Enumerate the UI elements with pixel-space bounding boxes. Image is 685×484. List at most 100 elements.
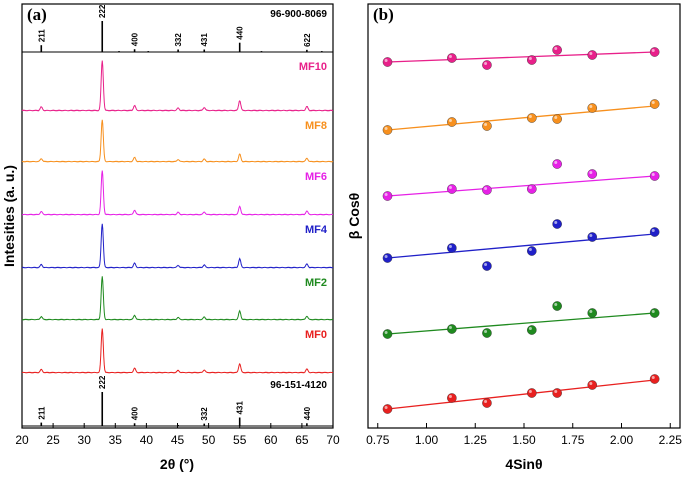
data-point (552, 114, 562, 124)
xrd-series-MF8: MF8 (21, 119, 334, 163)
data-point-highlight (484, 123, 488, 126)
series-name: MF0 (305, 329, 327, 341)
data-point (447, 324, 457, 334)
wh-series-2 (382, 159, 660, 201)
series-name: MF8 (305, 120, 327, 132)
data-point-highlight (554, 221, 558, 224)
data-point (482, 60, 492, 70)
data-point-highlight (448, 245, 452, 248)
data-point (382, 125, 393, 135)
wh-series-4 (382, 301, 660, 339)
data-point (447, 243, 457, 253)
linear-fit-line (387, 51, 655, 63)
wh-series-3 (382, 219, 660, 271)
data-point-highlight (528, 57, 532, 60)
data-point (587, 308, 598, 318)
data-point-highlight (448, 119, 452, 122)
peak-label: 222 (98, 375, 107, 389)
data-point-highlight (448, 55, 452, 58)
series-name: MF2 (305, 277, 327, 289)
wh-series-5 (382, 374, 660, 414)
data-point (382, 329, 393, 339)
wh-panel-label: (b) (373, 5, 394, 24)
data-point-highlight (384, 127, 388, 130)
data-point-highlight (651, 173, 655, 176)
wh-series-1 (382, 99, 660, 135)
williamson-hall-panel: (b) 0.75 1.00 1.25 1.50 1.75 2.00 2.25 4Sinθ β… (346, 3, 683, 472)
data-point-highlight (651, 229, 655, 232)
xrd-series-MF0: MF0 (21, 328, 334, 374)
xrd-panel-label: (a) (27, 5, 47, 24)
xrd-series-group: 211 222 400 332 431 440 622 96-900-8069 MF10 MF8 M… (21, 4, 334, 427)
data-point-highlight (554, 161, 558, 164)
x-tick-label: 30 (78, 433, 92, 447)
data-point (649, 99, 660, 109)
x-tick-label: 1.00 (415, 433, 439, 447)
data-point-highlight (448, 326, 452, 329)
x-tick-label: 65 (295, 433, 309, 447)
linear-fit-line (387, 379, 655, 410)
xrd-series-MF2: MF2 (21, 276, 334, 321)
data-point (527, 325, 537, 335)
peak-label: 332 (174, 33, 183, 47)
data-point (649, 171, 660, 181)
wh-y-axis-title: β Cosθ (346, 193, 362, 239)
data-point (587, 169, 598, 179)
x-tick-label: 55 (233, 433, 247, 447)
x-tick-label: 1.25 (464, 433, 488, 447)
x-tick-label: 25 (46, 433, 60, 447)
xrd-pattern-line (21, 276, 334, 321)
peak-label: 440 (236, 26, 245, 40)
peak-label: 431 (200, 33, 209, 47)
data-point (649, 227, 660, 237)
peak-label: 211 (37, 406, 46, 419)
data-point (482, 328, 492, 338)
data-point-highlight (651, 376, 655, 379)
linear-fit-line (387, 105, 655, 131)
x-tick-label: 45 (171, 433, 185, 447)
data-point-highlight (651, 49, 655, 52)
xrd-x-axis-title: 2θ (°) (160, 456, 194, 472)
data-point (587, 380, 598, 390)
data-point-highlight (651, 310, 655, 313)
reference-name: 96-151-4120 (270, 380, 327, 391)
x-tick-label: 70 (326, 433, 340, 447)
x-tick-label: 0.75 (366, 433, 390, 447)
wh-series-group (382, 45, 660, 414)
series-name: MF10 (299, 61, 327, 73)
wh-x-axis-title: 4Sinθ (505, 456, 542, 472)
data-point (382, 253, 393, 263)
data-point-highlight (528, 248, 532, 251)
peak-label: 211 (37, 29, 46, 42)
peak-label: 440 (303, 406, 312, 420)
data-point-highlight (528, 327, 532, 330)
data-point (649, 47, 660, 57)
data-point (382, 57, 393, 67)
data-point-highlight (384, 331, 388, 334)
x-tick-label: 2.00 (610, 433, 634, 447)
data-point-highlight (484, 187, 488, 190)
data-point-highlight (484, 263, 488, 266)
data-point (552, 301, 562, 311)
reference-name: 96-900-8069 (270, 9, 327, 20)
data-point (447, 117, 457, 127)
data-point-highlight (484, 62, 488, 65)
data-point-highlight (528, 390, 532, 393)
data-point (552, 45, 562, 55)
data-point (552, 159, 562, 169)
data-point (649, 308, 660, 318)
data-point-highlight (554, 390, 558, 393)
wh-series-0 (382, 45, 660, 70)
data-point-highlight (589, 52, 593, 55)
xrd-series-96-900-8069: 211 222 400 332 431 440 622 96-900-8069 (22, 4, 333, 53)
data-point-highlight (589, 105, 593, 108)
data-point (527, 246, 537, 256)
data-point-highlight (554, 116, 558, 119)
linear-fit-line (387, 175, 655, 197)
x-tick-label: 1.50 (512, 433, 536, 447)
data-point (587, 50, 598, 60)
x-tick-label: 2.25 (659, 433, 683, 447)
xrd-pattern-line (21, 223, 334, 269)
